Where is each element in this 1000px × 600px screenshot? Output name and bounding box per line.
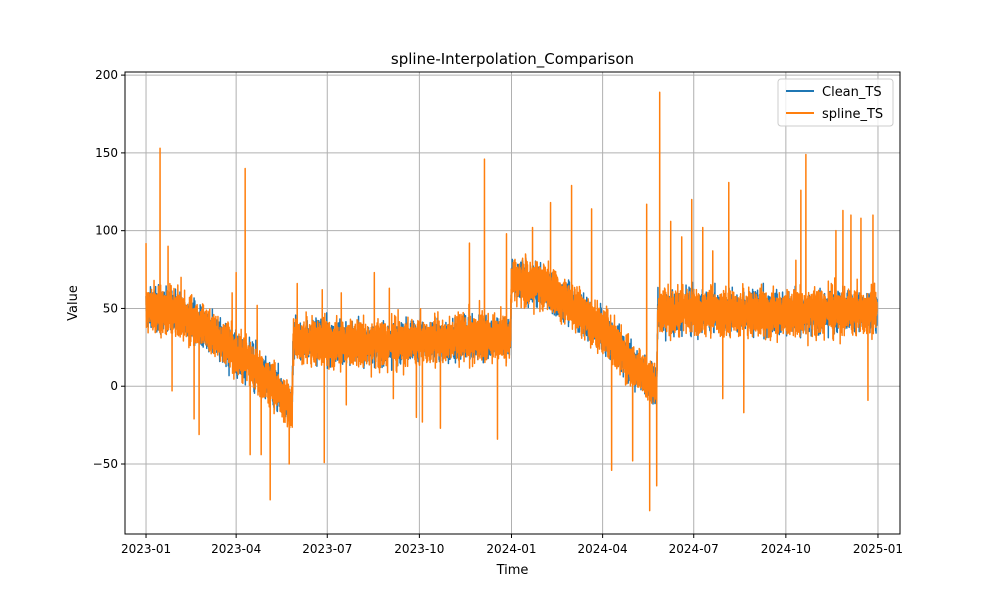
legend-label-clean: Clean_TS <box>822 85 882 100</box>
y-tick-label: 150 <box>95 146 118 160</box>
x-tick-label: 2024-01 <box>486 542 536 556</box>
y-axis-label: Value <box>66 285 81 321</box>
y-tick-label: −50 <box>93 457 118 471</box>
x-tick-label: 2024-10 <box>761 542 811 556</box>
x-tick-label: 2023-01 <box>121 542 171 556</box>
x-tick-label: 2023-07 <box>302 542 352 556</box>
x-tick-label: 2024-04 <box>578 542 628 556</box>
x-tick-label: 2025-01 <box>853 542 903 556</box>
series-layer <box>145 91 878 512</box>
y-tick-label: 100 <box>95 224 118 238</box>
plot-frame <box>124 71 901 535</box>
x-tick-label: 2024-07 <box>669 542 719 556</box>
legend: Clean_TS spline_TS <box>777 78 894 127</box>
series-line-spline <box>145 91 878 512</box>
chart-title: spline-Interpolation_Comparison <box>391 50 634 69</box>
x-tick-label: 2023-10 <box>394 542 444 556</box>
y-tick-label: 200 <box>95 68 118 82</box>
y-tick-label: 50 <box>103 301 118 315</box>
x-axis-label: Time <box>496 563 529 578</box>
y-tick-label: 0 <box>110 379 118 393</box>
x-tick-label: 2023-04 <box>211 542 261 556</box>
grid <box>125 72 900 534</box>
y-axis: −50 0 50 100 150 200 <box>93 68 125 471</box>
x-axis: 2023-01 2023-04 2023-07 2023-10 2024-01 2024-… <box>121 534 903 556</box>
legend-label-spline: spline_TS <box>822 107 883 122</box>
